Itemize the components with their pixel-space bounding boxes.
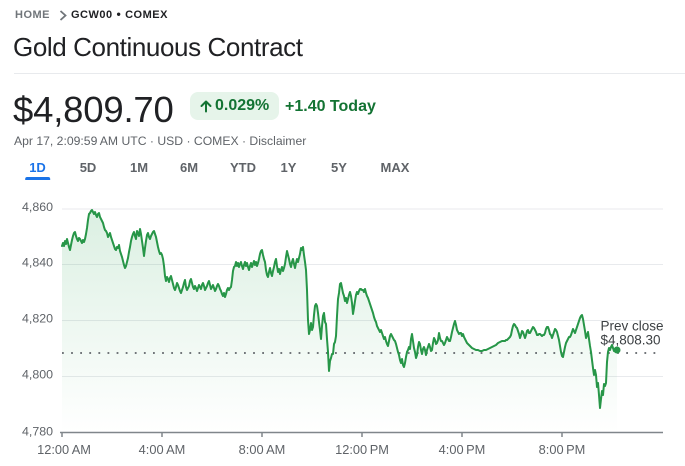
- svg-text:4,800: 4,800: [22, 368, 53, 382]
- svg-text:4,780: 4,780: [22, 425, 53, 439]
- svg-text:4,860: 4,860: [22, 200, 53, 214]
- svg-text:12:00 PM: 12:00 PM: [335, 442, 389, 457]
- svg-text:8:00 PM: 8:00 PM: [539, 442, 586, 457]
- svg-text:4:00 PM: 4:00 PM: [439, 442, 486, 457]
- svg-text:4,840: 4,840: [22, 256, 53, 270]
- svg-text:4:00 AM: 4:00 AM: [139, 442, 186, 457]
- svg-text:$4,808.30: $4,808.30: [601, 333, 661, 348]
- svg-text:4,820: 4,820: [22, 312, 53, 326]
- svg-text:8:00 AM: 8:00 AM: [239, 442, 286, 457]
- svg-text:Prev close: Prev close: [601, 319, 664, 334]
- svg-text:12:00 AM: 12:00 AM: [37, 442, 91, 457]
